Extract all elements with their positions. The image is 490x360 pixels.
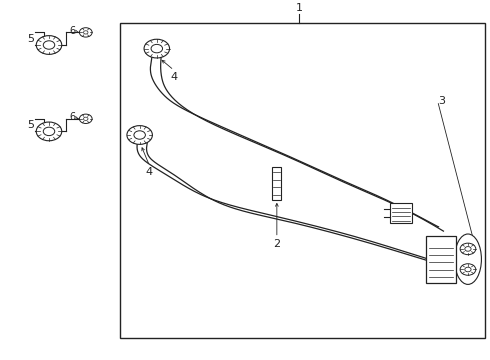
Circle shape — [127, 126, 152, 144]
Circle shape — [465, 267, 471, 272]
Circle shape — [460, 264, 476, 275]
Text: 5: 5 — [27, 120, 34, 130]
Circle shape — [43, 127, 55, 136]
Circle shape — [43, 41, 55, 49]
Circle shape — [79, 28, 92, 37]
FancyBboxPatch shape — [272, 167, 281, 200]
FancyBboxPatch shape — [426, 236, 456, 283]
Text: 6: 6 — [70, 26, 75, 36]
Text: 5: 5 — [27, 33, 34, 44]
Circle shape — [134, 131, 146, 139]
Circle shape — [83, 31, 88, 34]
Ellipse shape — [454, 234, 481, 284]
Circle shape — [79, 114, 92, 123]
Text: 2: 2 — [273, 239, 280, 249]
Circle shape — [36, 36, 62, 54]
FancyBboxPatch shape — [390, 203, 412, 223]
Text: 3: 3 — [439, 96, 445, 106]
Circle shape — [144, 39, 170, 58]
Circle shape — [83, 117, 88, 121]
Circle shape — [36, 122, 62, 141]
Text: 6: 6 — [70, 112, 75, 122]
Circle shape — [465, 247, 471, 251]
Text: 4: 4 — [171, 72, 177, 82]
Circle shape — [460, 243, 476, 255]
Text: 4: 4 — [146, 167, 153, 177]
Circle shape — [151, 44, 163, 53]
Text: 1: 1 — [295, 3, 302, 13]
